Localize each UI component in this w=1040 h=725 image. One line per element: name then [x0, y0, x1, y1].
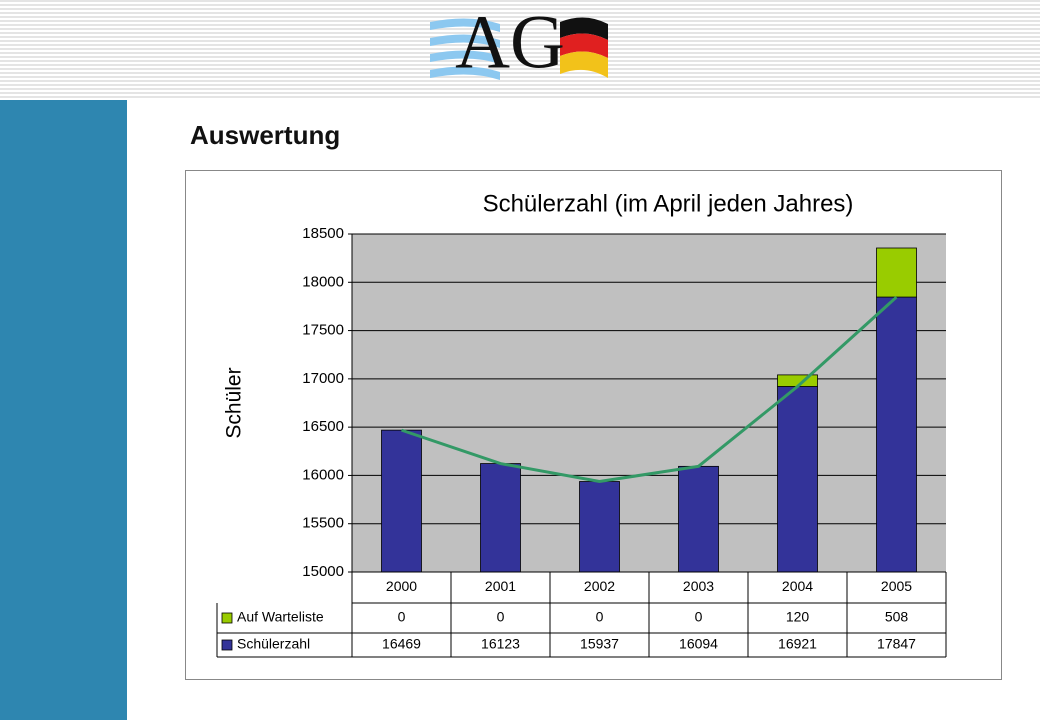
table-value: 120	[786, 609, 810, 625]
y-tick-label: 16000	[302, 466, 344, 483]
y-tick-label: 17000	[302, 370, 344, 387]
x-tick-label: 2004	[782, 578, 813, 594]
x-tick-label: 2000	[386, 578, 417, 594]
bar	[579, 481, 620, 573]
x-tick-label: 2001	[485, 578, 516, 594]
legend-label: Schülerzahl	[237, 636, 310, 652]
x-tick-label: 2002	[584, 578, 615, 594]
chart-title: Schülerzahl (im April jeden Jahres)	[483, 190, 854, 217]
header-band	[0, 0, 1040, 100]
table-value: 0	[695, 609, 703, 625]
heading: Auswertung	[190, 120, 340, 150]
table-value: 508	[885, 609, 909, 625]
y-tick-label: 15000	[302, 563, 344, 580]
plot-area	[352, 234, 946, 572]
table-value: 0	[497, 609, 505, 625]
bar	[381, 429, 422, 573]
legend-swatch	[221, 639, 233, 651]
side-bar	[0, 100, 127, 720]
table-value: 16921	[778, 636, 817, 652]
bar	[876, 296, 917, 573]
logo-text: AG	[455, 0, 565, 84]
bar	[777, 386, 818, 573]
table-value: 0	[596, 609, 604, 625]
y-tick-label: 16500	[302, 418, 344, 435]
legend-swatch	[221, 612, 233, 624]
y-tick-label: 15500	[302, 515, 344, 532]
table-value: 17847	[877, 636, 916, 652]
trend-line	[401, 295, 898, 484]
bar	[678, 465, 719, 573]
y-axis-label: Schüler	[223, 367, 246, 438]
table-value: 16094	[679, 636, 718, 652]
bar	[480, 463, 521, 573]
y-tick-label: 18000	[302, 273, 344, 290]
y-tick-label: 18500	[302, 225, 344, 242]
table-value: 16469	[382, 636, 421, 652]
x-tick-label: 2003	[683, 578, 714, 594]
x-tick-label: 2005	[881, 578, 912, 594]
y-tick-label: 17500	[302, 322, 344, 339]
table-value: 15937	[580, 636, 619, 652]
table-value: 16123	[481, 636, 520, 652]
table-value: 0	[398, 609, 406, 625]
bar	[876, 247, 917, 298]
legend-label: Auf Warteliste	[237, 609, 324, 625]
logo: AG	[430, 0, 608, 84]
